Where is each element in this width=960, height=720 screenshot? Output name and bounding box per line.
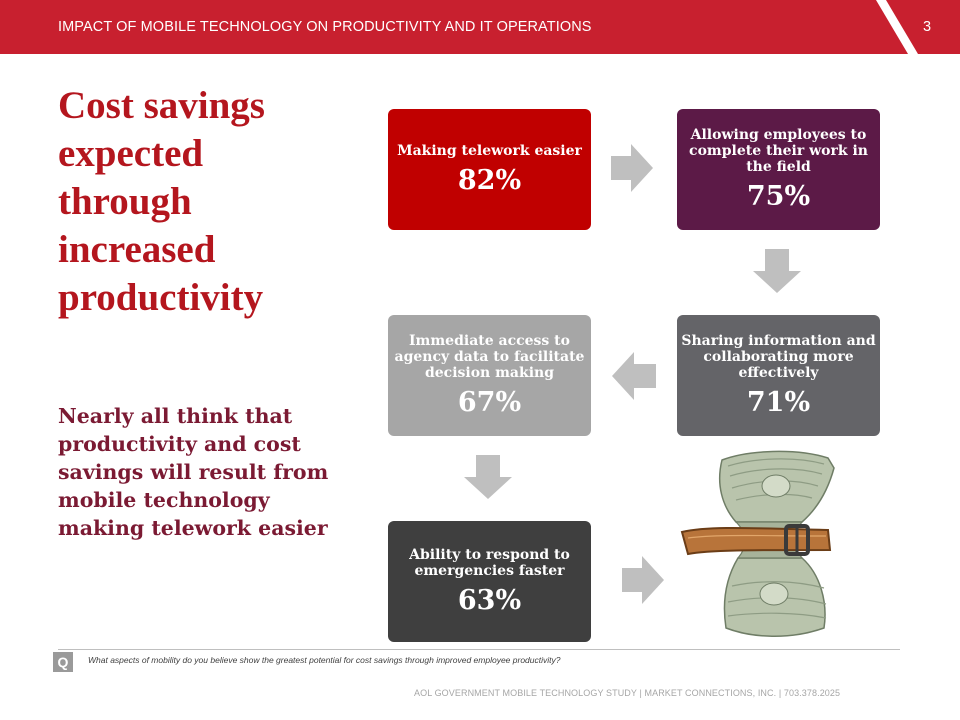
footer-credits: AOL GOVERNMENT MOBILE TECHNOLOGY STUDY |… — [414, 688, 841, 698]
flow-box-value: 67% — [457, 386, 522, 418]
flow-box-data-access: Immediate access to agency data to facil… — [388, 315, 591, 436]
down-arrow-icon — [753, 249, 801, 293]
slide-headline: Cost savings expected through increased … — [58, 84, 265, 319]
flow-box-field-work: Allowing employees to complete their wor… — [677, 109, 880, 230]
flow-box-sharing: Sharing information and collaborating mo… — [677, 315, 880, 436]
question-divider — [58, 649, 900, 650]
money-belt-icon — [680, 450, 835, 637]
question-badge: Q — [53, 652, 73, 672]
flow-box-telework: Making telework easier 82% — [388, 109, 591, 230]
flow-box-value: 75% — [746, 180, 811, 212]
right-arrow-icon — [622, 556, 664, 604]
header-bar: IMPACT OF MOBILE TECHNOLOGY ON PRODUCTIV… — [0, 0, 960, 54]
flow-box-label: Allowing employees to complete their wor… — [689, 126, 868, 175]
slide-subtext: Nearly all think that productivity and c… — [58, 404, 329, 540]
flow-box-label: Ability to respond to emergencies faster — [409, 546, 570, 579]
flow-box-value: 82% — [457, 164, 522, 196]
flow-box-label: Making telework easier — [397, 142, 582, 159]
page-number: 3 — [922, 19, 932, 35]
header-title: IMPACT OF MOBILE TECHNOLOGY ON PRODUCTIV… — [58, 19, 592, 35]
flow-box-emergencies: Ability to respond to emergencies faster… — [388, 521, 591, 642]
down-arrow-icon — [464, 455, 512, 499]
flow-box-label: Sharing information and collaborating mo… — [681, 332, 876, 381]
flow-box-value: 63% — [457, 584, 522, 616]
question-text: What aspects of mobility do you believe … — [88, 655, 561, 665]
right-arrow-icon — [611, 144, 653, 192]
left-arrow-icon — [612, 352, 656, 400]
flow-box-value: 71% — [746, 386, 811, 418]
flow-box-label: Immediate access to agency data to facil… — [394, 332, 585, 381]
header-divider-icon — [876, 0, 918, 54]
